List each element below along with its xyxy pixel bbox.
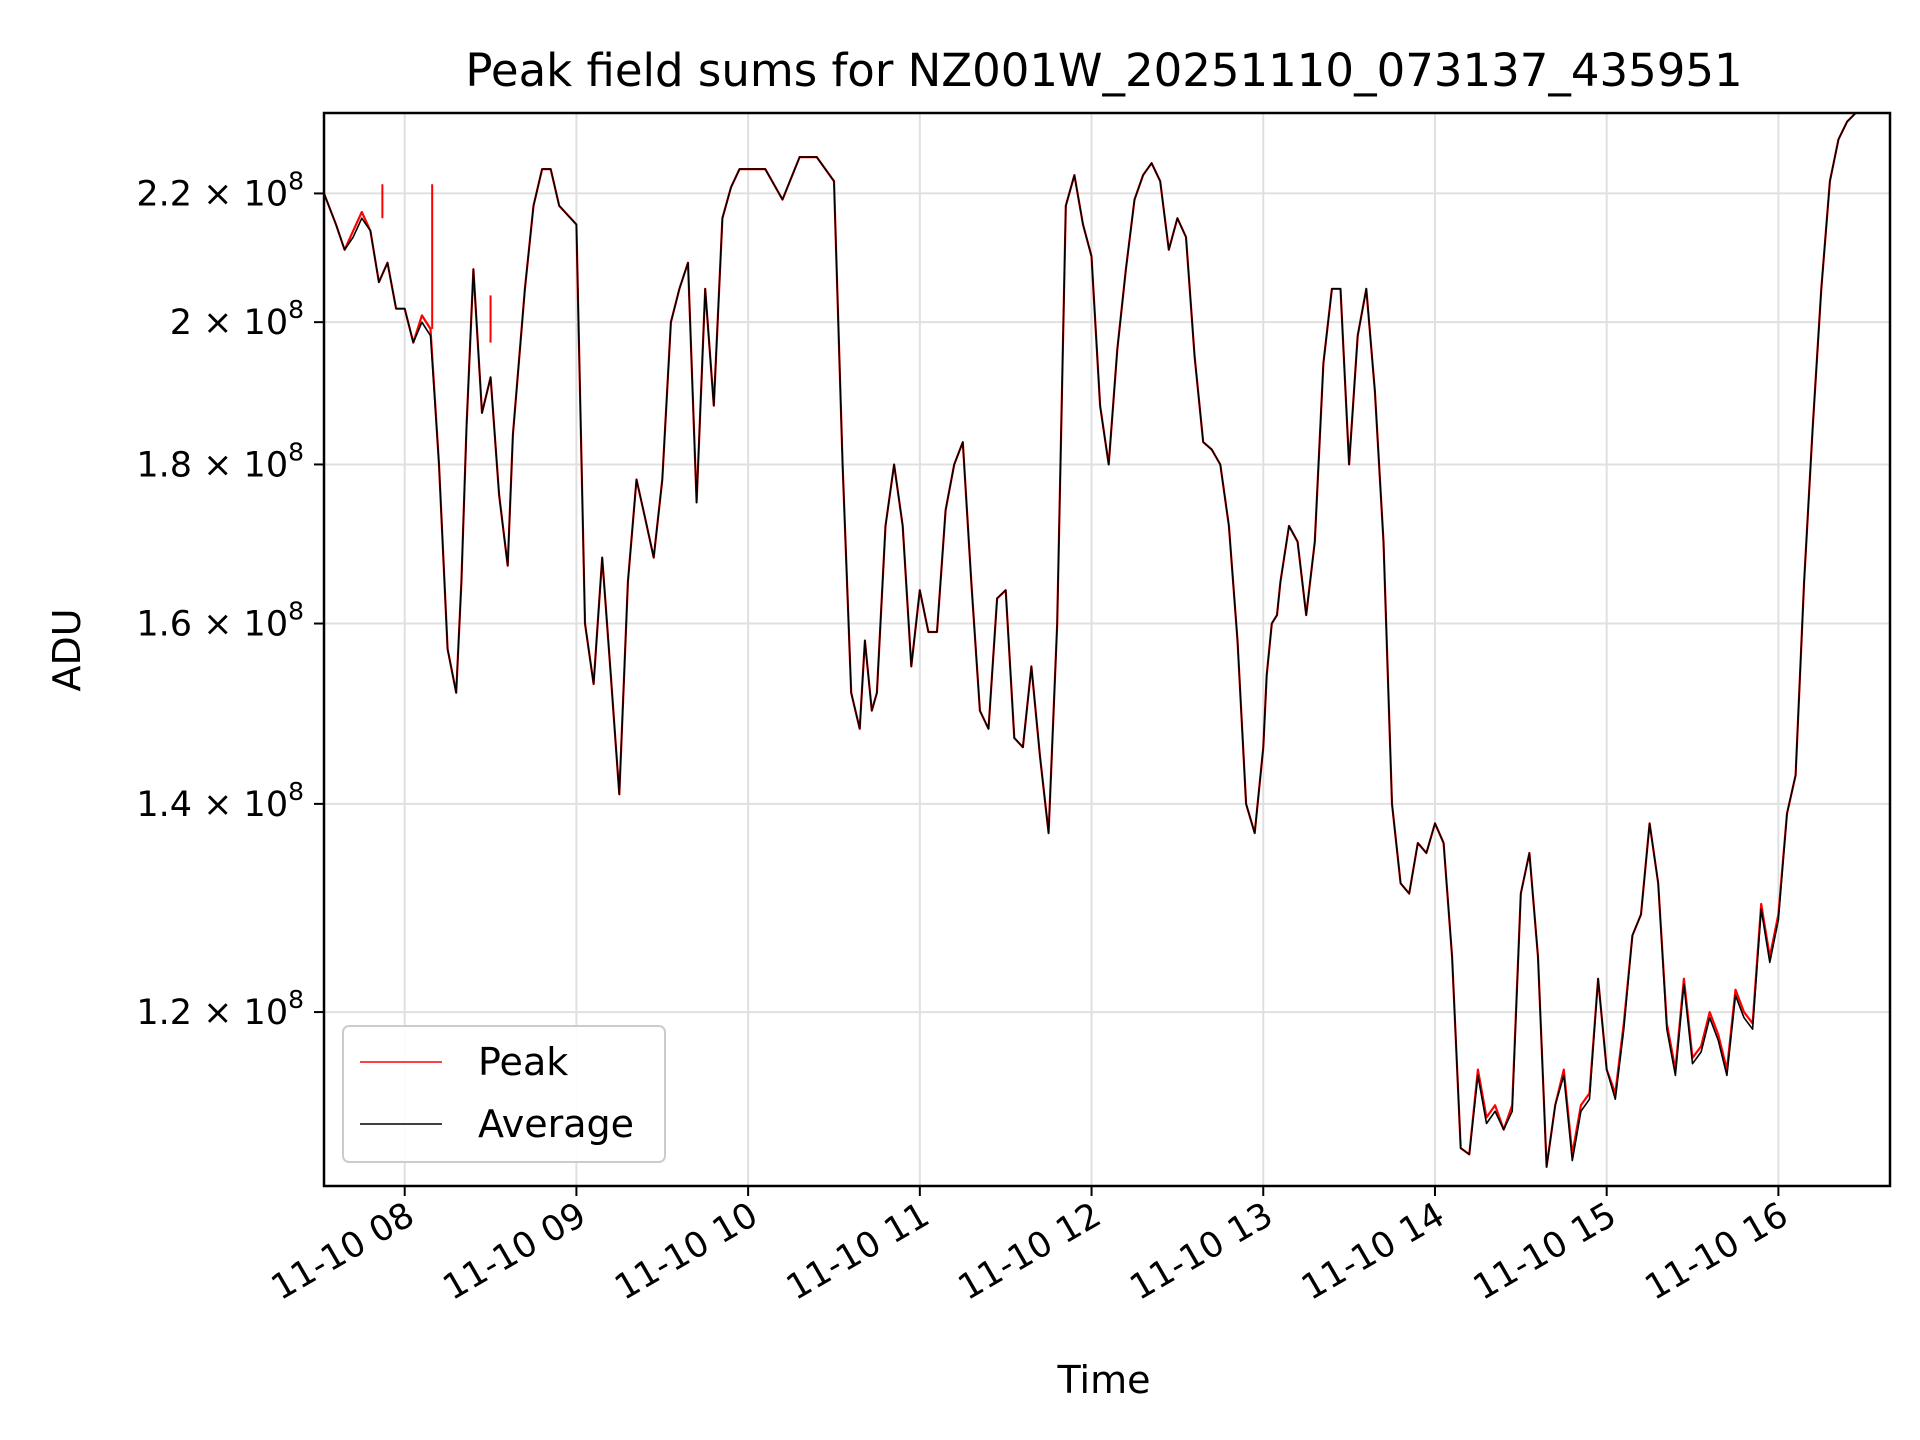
- y-tick-label-2: 1.6 × 108: [136, 597, 304, 645]
- x-axis-label: Time: [1057, 1358, 1151, 1402]
- y-axis-label: ADU: [45, 608, 89, 691]
- chart-title: Peak field sums for NZ001W_20251110_0731…: [465, 44, 1742, 97]
- y-tick-label-0: 1.2 × 108: [136, 985, 304, 1033]
- series-line-average: [323, 112, 1857, 1168]
- legend: Peak Average: [342, 1025, 666, 1163]
- legend-box: [342, 1025, 666, 1163]
- y-tick-label-1: 1.4 × 108: [136, 777, 304, 825]
- plot-frame: [322, 111, 1892, 1188]
- y-tick-label-5: 2.2 × 108: [136, 166, 304, 214]
- y-tick-label-4: 2 × 108: [170, 295, 304, 343]
- legend-average-label: Average: [478, 1102, 634, 1146]
- y-tick-label-3: 1.8 × 108: [136, 437, 304, 485]
- plot-series: [322, 112, 1857, 1168]
- legend-peak-label: Peak: [478, 1040, 568, 1084]
